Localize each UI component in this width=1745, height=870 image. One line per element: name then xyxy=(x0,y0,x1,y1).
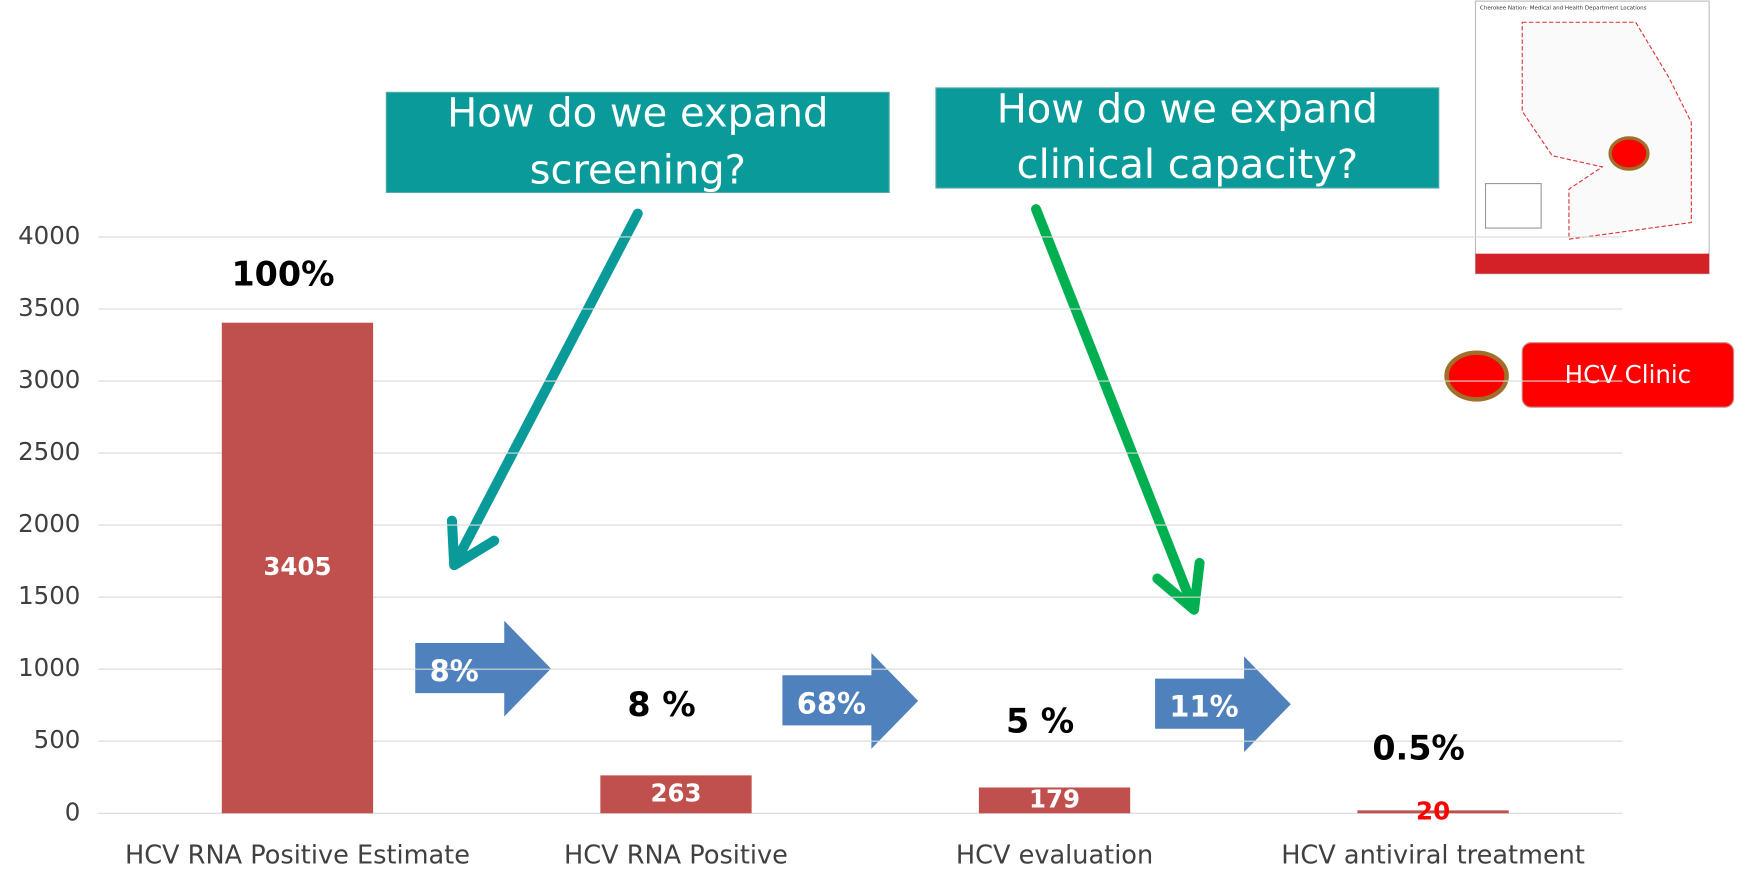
callout-text: How do we expand xyxy=(997,86,1378,132)
step-arrow xyxy=(782,653,919,749)
map-legend xyxy=(1484,183,1542,229)
data-label: 179 xyxy=(1029,784,1080,813)
step-label: 68% xyxy=(797,686,866,720)
y-tick-label: 4000 xyxy=(18,221,80,250)
data-label: 263 xyxy=(650,778,701,807)
x-tick-label: HCV evaluation xyxy=(956,841,1153,870)
y-tick-label: 3000 xyxy=(18,365,80,394)
y-tick-label: 2000 xyxy=(18,509,80,538)
y-tick-label: 1000 xyxy=(18,653,80,682)
y-tick-label: 3500 xyxy=(18,293,80,322)
bar-annotation: 100% xyxy=(231,254,334,293)
pointer-arrow xyxy=(1031,204,1205,615)
legend-label: HCV Clinic xyxy=(1565,360,1691,389)
callout-text: clinical capacity? xyxy=(1017,142,1359,188)
bar xyxy=(1357,810,1509,814)
step-arrow xyxy=(1155,656,1291,753)
legend-marker xyxy=(1444,350,1509,402)
bar xyxy=(600,775,752,814)
bar-annotation: 5 % xyxy=(1006,702,1074,741)
x-tick-label: HCV RNA Positive xyxy=(564,841,788,870)
data-label: 20 xyxy=(1416,797,1450,826)
map-title: Cherokee Nation: Medical and Health Depa… xyxy=(1480,5,1647,11)
bar-annotation: 8 % xyxy=(627,685,695,724)
legend-box xyxy=(1521,342,1735,408)
map-outline xyxy=(1521,21,1692,240)
x-tick-label: HCV RNA Positive Estimate xyxy=(125,841,470,870)
y-tick-label: 500 xyxy=(34,725,81,754)
bar xyxy=(221,322,374,814)
data-label: 3405 xyxy=(263,552,331,581)
map-clinic-marker xyxy=(1608,136,1650,171)
bar xyxy=(978,787,1131,814)
y-tick-label: 1500 xyxy=(18,581,80,610)
step-label: 8% xyxy=(430,654,479,688)
y-tick-label: 0 xyxy=(65,797,81,826)
step-label: 11% xyxy=(1169,690,1238,724)
bar-annotation: 0.5% xyxy=(1372,728,1465,767)
pointer-arrow xyxy=(446,208,643,571)
x-tick-label: HCV antiviral treatment xyxy=(1281,841,1585,870)
callout-box xyxy=(385,91,890,194)
callout-text: How do we expand xyxy=(447,91,828,137)
callout-box xyxy=(935,87,1440,189)
y-tick-label: 2500 xyxy=(18,437,80,466)
map: Cherokee Nation: Medical and Health Depa… xyxy=(1474,0,1710,275)
callout-text: screening? xyxy=(530,147,746,193)
map-band xyxy=(1475,253,1710,274)
